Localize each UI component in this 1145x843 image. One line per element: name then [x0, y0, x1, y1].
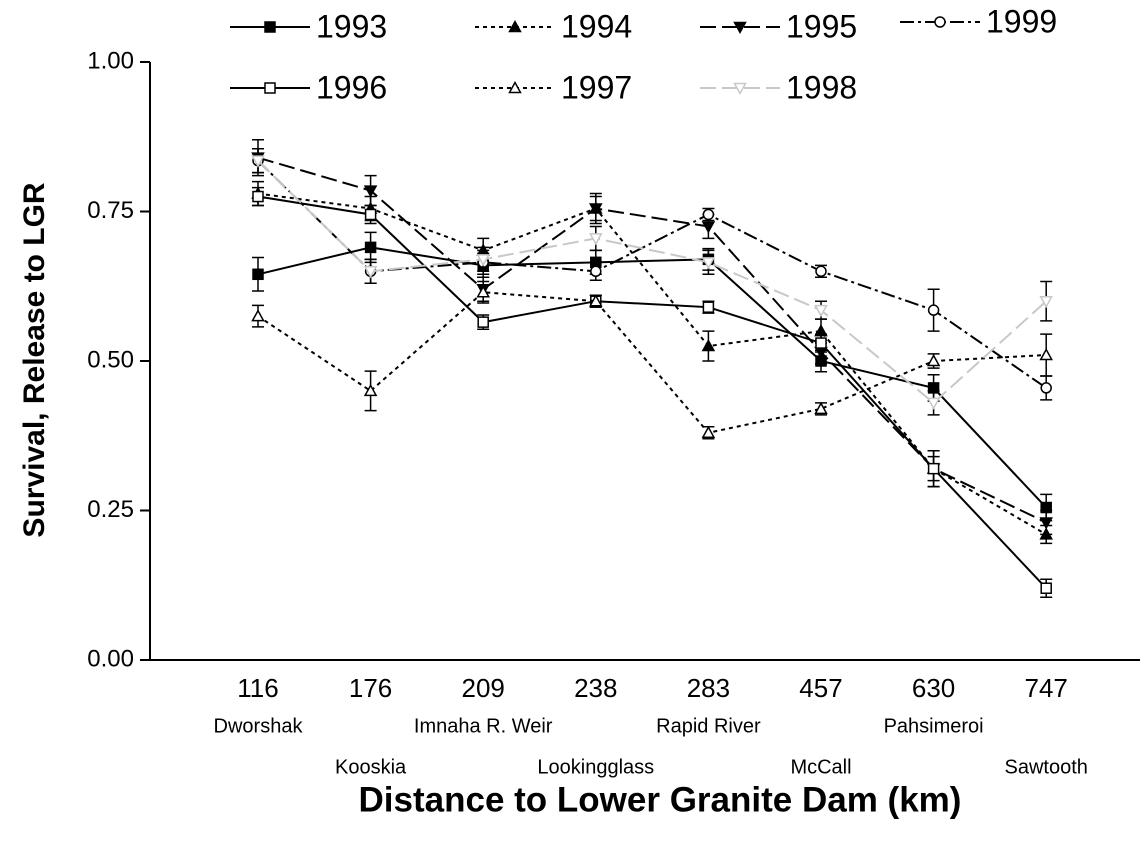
- legend-label: 1993: [316, 8, 387, 44]
- y-tick-label: 0.00: [87, 645, 134, 672]
- site-label: Dworshak: [214, 715, 304, 737]
- y-tick-label: 0.75: [87, 197, 134, 224]
- series: [251, 147, 1053, 416]
- marker: [701, 257, 716, 270]
- x-tick-label: 630: [912, 673, 955, 703]
- y-tick-label: 0.50: [87, 346, 134, 373]
- series-line: [257, 195, 1047, 589]
- marker: [702, 208, 715, 221]
- marker: [926, 397, 941, 410]
- marker: [815, 337, 827, 349]
- site-label: Sawtooth: [1005, 756, 1088, 778]
- marker: [926, 353, 941, 367]
- x-axis-label: Distance to Lower Granite Dam (km): [359, 780, 962, 819]
- y-axis-label: Survival, Release to LGR: [18, 182, 51, 537]
- x-tick-label: 238: [574, 673, 617, 703]
- marker: [1039, 295, 1053, 309]
- marker: [1040, 582, 1052, 594]
- marker: [934, 16, 946, 28]
- marker: [264, 82, 276, 94]
- marker: [814, 401, 828, 415]
- marker: [701, 338, 716, 352]
- marker: [476, 254, 490, 267]
- marker: [927, 304, 940, 316]
- marker: [363, 266, 378, 279]
- x-tick-label: 747: [1025, 673, 1068, 703]
- site-label: Lookingglass: [537, 756, 654, 778]
- marker: [251, 155, 265, 168]
- x-tick-label: 457: [799, 673, 842, 703]
- series: [251, 138, 1053, 536]
- marker: [508, 80, 522, 94]
- x-tick-label: 116: [237, 673, 278, 703]
- legend-label: 1996: [316, 69, 387, 105]
- marker: [589, 294, 603, 307]
- legend-label: 1994: [561, 8, 632, 44]
- marker: [1039, 347, 1053, 361]
- marker: [477, 316, 489, 328]
- marker: [701, 425, 716, 439]
- marker: [702, 301, 715, 313]
- marker: [363, 185, 378, 198]
- x-tick-label: 209: [462, 673, 505, 703]
- marker: [733, 82, 747, 96]
- marker: [1040, 382, 1052, 394]
- site-label: Kooskia: [335, 756, 407, 778]
- series-line: [257, 192, 1047, 536]
- legend-label: 1997: [561, 69, 632, 105]
- site-label: Pahsimeroi: [884, 715, 984, 737]
- series-line: [257, 159, 1047, 405]
- y-tick-label: 0.25: [87, 496, 134, 523]
- marker: [264, 21, 276, 33]
- marker: [508, 19, 522, 33]
- site-label: Rapid River: [656, 715, 761, 737]
- site-label: McCall: [790, 756, 851, 778]
- marker: [476, 285, 490, 298]
- marker: [701, 221, 716, 234]
- marker: [815, 265, 827, 278]
- marker: [252, 268, 264, 281]
- y-tick-label: 1.00: [87, 47, 134, 74]
- marker: [590, 265, 602, 278]
- site-label: Imnaha R. Weir: [414, 715, 553, 737]
- marker: [1039, 517, 1053, 530]
- series-line: [257, 246, 1047, 509]
- marker: [589, 203, 603, 216]
- marker: [252, 190, 264, 203]
- series: [252, 186, 1053, 598]
- x-tick-label: 283: [687, 673, 730, 703]
- marker: [364, 241, 377, 254]
- legend-label: 1999: [986, 3, 1057, 39]
- marker: [364, 208, 377, 221]
- series: [251, 280, 1053, 440]
- legend-label: 1995: [786, 8, 857, 44]
- marker: [927, 462, 940, 475]
- marker: [589, 233, 603, 246]
- marker: [733, 21, 747, 35]
- marker: [814, 304, 828, 318]
- legend-label: 1998: [786, 69, 857, 105]
- series-line: [257, 291, 1047, 434]
- marker: [251, 309, 265, 322]
- x-tick-label: 176: [349, 673, 392, 703]
- marker: [363, 383, 378, 397]
